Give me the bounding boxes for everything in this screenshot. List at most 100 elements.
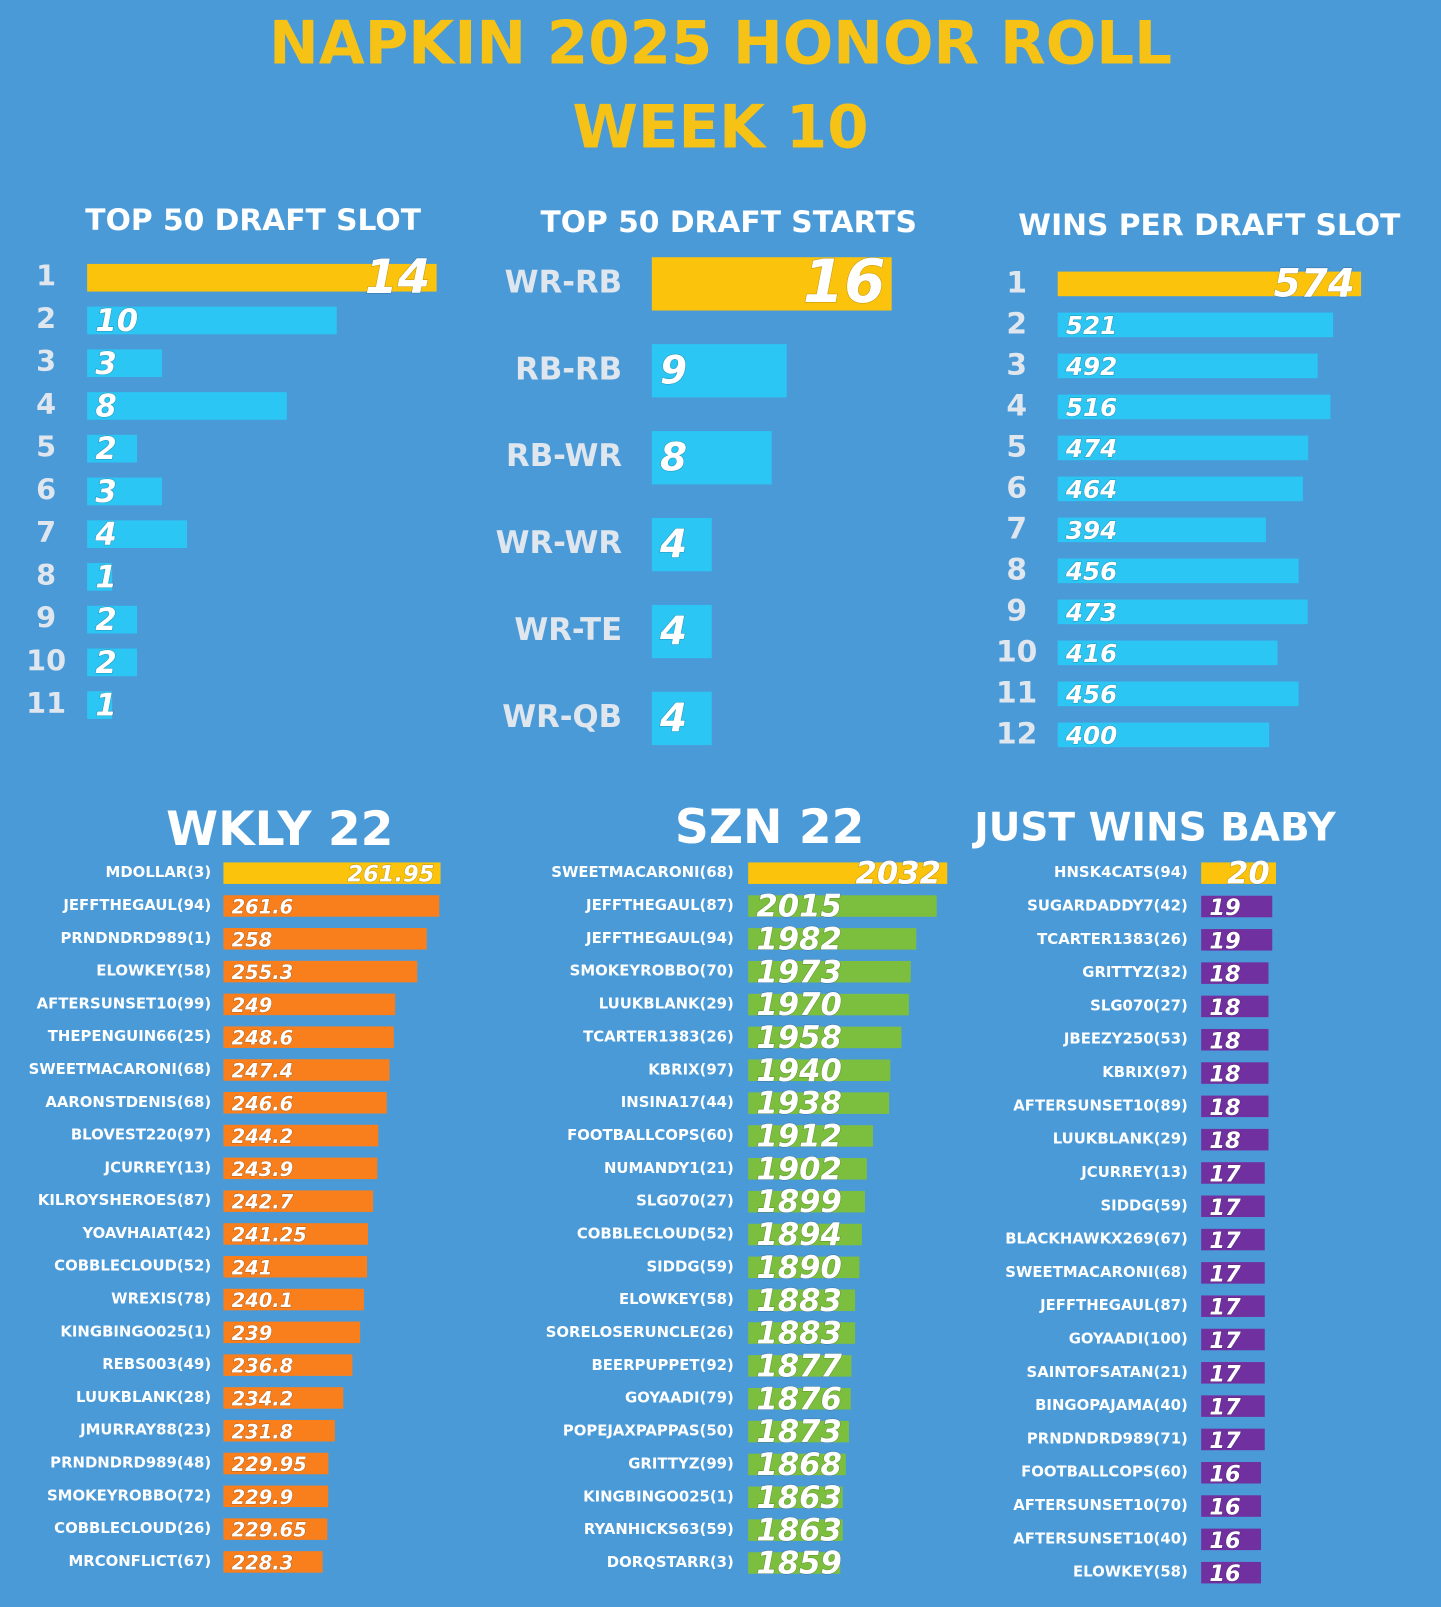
bar	[748, 1552, 841, 1574]
value-label: 1876	[756, 1381, 842, 1417]
value-label: 464	[1065, 475, 1117, 504]
category-label: RB-WR	[506, 438, 622, 474]
category-label: 11	[26, 686, 66, 720]
bar	[223, 1452, 329, 1475]
category-label: INSINA17(44)	[621, 1093, 734, 1111]
category-label: FOOTBALLCOPS(60)	[1021, 1463, 1188, 1481]
bar	[87, 263, 437, 292]
value-label: 16	[1209, 1528, 1240, 1554]
category-label: COBBLECLOUD(52)	[577, 1225, 734, 1243]
value-label: 1873	[756, 1414, 842, 1450]
category-label: JMURRAY88(23)	[79, 1421, 211, 1439]
value-label: 1883	[756, 1316, 842, 1352]
category-label: ELOWKEY(58)	[96, 962, 211, 980]
value-label: 17	[1209, 1328, 1241, 1354]
bar	[87, 349, 163, 378]
bar	[223, 1288, 364, 1311]
category-label: THEPENGUIN66(25)	[48, 1027, 211, 1045]
category-label: AFTERSUNSET10(89)	[1013, 1096, 1188, 1114]
value-label: 1982	[756, 921, 842, 957]
bar	[748, 1486, 843, 1509]
value-label: 1902	[756, 1151, 842, 1187]
category-label: LUUKBLANK(28)	[76, 1388, 211, 1406]
bar	[651, 257, 892, 311]
category-label: SWEETMACARONI(68)	[1005, 1263, 1188, 1281]
bar	[1057, 599, 1308, 625]
value-label: 16	[1209, 1561, 1240, 1587]
value-label: 18	[1209, 1095, 1240, 1121]
value-label: 1973	[756, 954, 842, 990]
value-label: 229.65	[232, 1519, 307, 1542]
value-label: 4	[659, 696, 687, 741]
bar	[651, 691, 712, 746]
category-label: BINGOPAJAMA(40)	[1035, 1396, 1188, 1414]
value-label: 17	[1209, 1261, 1241, 1287]
category-label: GOYAADI(100)	[1069, 1330, 1188, 1348]
value-label: 258	[232, 928, 273, 951]
category-label: TCARTER1383(26)	[1037, 930, 1188, 948]
value-label: 239	[232, 1322, 273, 1345]
category-label: RB-RB	[515, 351, 622, 387]
category-label: 3	[1006, 347, 1027, 382]
value-label: 10	[95, 303, 138, 339]
bar	[748, 1223, 862, 1246]
category-label: KBRIX(97)	[648, 1060, 734, 1078]
value-label: 1868	[756, 1447, 842, 1483]
value-label: 400	[1065, 721, 1117, 750]
category-label: DORQSTARR(3)	[607, 1553, 734, 1571]
value-label: 231.8	[232, 1420, 294, 1443]
value-label: 19	[1209, 928, 1240, 954]
category-label: GRITTYZ(99)	[628, 1454, 734, 1472]
value-label: 244.2	[232, 1125, 294, 1148]
value-label: 246.6	[232, 1092, 294, 1115]
bar	[87, 520, 187, 548]
value-label: 14	[365, 250, 431, 305]
category-label: PRNDNDRD989(48)	[50, 1454, 211, 1472]
category-label: GOYAADI(79)	[625, 1389, 734, 1407]
category-label: KINGBINGO025(1)	[583, 1487, 734, 1505]
value-label: 394	[1066, 516, 1117, 545]
category-label: 4	[1006, 388, 1027, 423]
category-label: HNSK4CATS(94)	[1054, 863, 1188, 881]
category-label: MRCONFLICT(67)	[68, 1552, 211, 1570]
value-label: 1970	[756, 987, 842, 1023]
bar	[748, 1355, 852, 1377]
value-label: 17	[1209, 1195, 1241, 1221]
category-label: JCURREY(13)	[104, 1158, 212, 1176]
category-label: BLOVEST220(97)	[71, 1126, 211, 1144]
value-label: 9	[660, 348, 687, 393]
bar	[1201, 1295, 1265, 1317]
value-label: 8	[95, 389, 116, 425]
category-label: 3	[36, 344, 56, 378]
value-label: 473	[1065, 598, 1117, 627]
bar	[748, 1190, 865, 1213]
category-label: LUUKBLANK(29)	[599, 995, 734, 1013]
value-label: 2	[95, 602, 116, 638]
bar	[1201, 1062, 1269, 1084]
bar	[223, 1190, 374, 1212]
bar	[1057, 558, 1299, 584]
category-label: 8	[1006, 552, 1027, 587]
category-label: 6	[36, 472, 56, 506]
value-label: 1	[95, 559, 116, 595]
category-label: ELOWKEY(58)	[619, 1290, 734, 1308]
bar	[1057, 312, 1334, 338]
bar	[748, 1322, 856, 1344]
category-label: SWEETMACARONI(68)	[29, 1060, 212, 1078]
value-label: 18	[1209, 1028, 1240, 1054]
bar	[1201, 962, 1269, 984]
category-label: MDOLLAR(3)	[106, 863, 212, 881]
category-label: RYANHICKS63(59)	[584, 1520, 734, 1538]
category-label: YOAVHAIAT(42)	[81, 1224, 211, 1242]
bar	[1057, 476, 1303, 502]
value-label: 17	[1209, 1295, 1241, 1321]
bar	[1057, 271, 1362, 297]
bar	[1057, 435, 1309, 461]
category-label: SMOKEYROBBO(70)	[570, 962, 734, 980]
bar	[223, 928, 427, 950]
bar	[87, 605, 138, 634]
bar	[223, 1321, 361, 1344]
category-label: 9	[1006, 593, 1027, 628]
value-label: 228.3	[232, 1551, 294, 1574]
bar	[1057, 394, 1331, 420]
